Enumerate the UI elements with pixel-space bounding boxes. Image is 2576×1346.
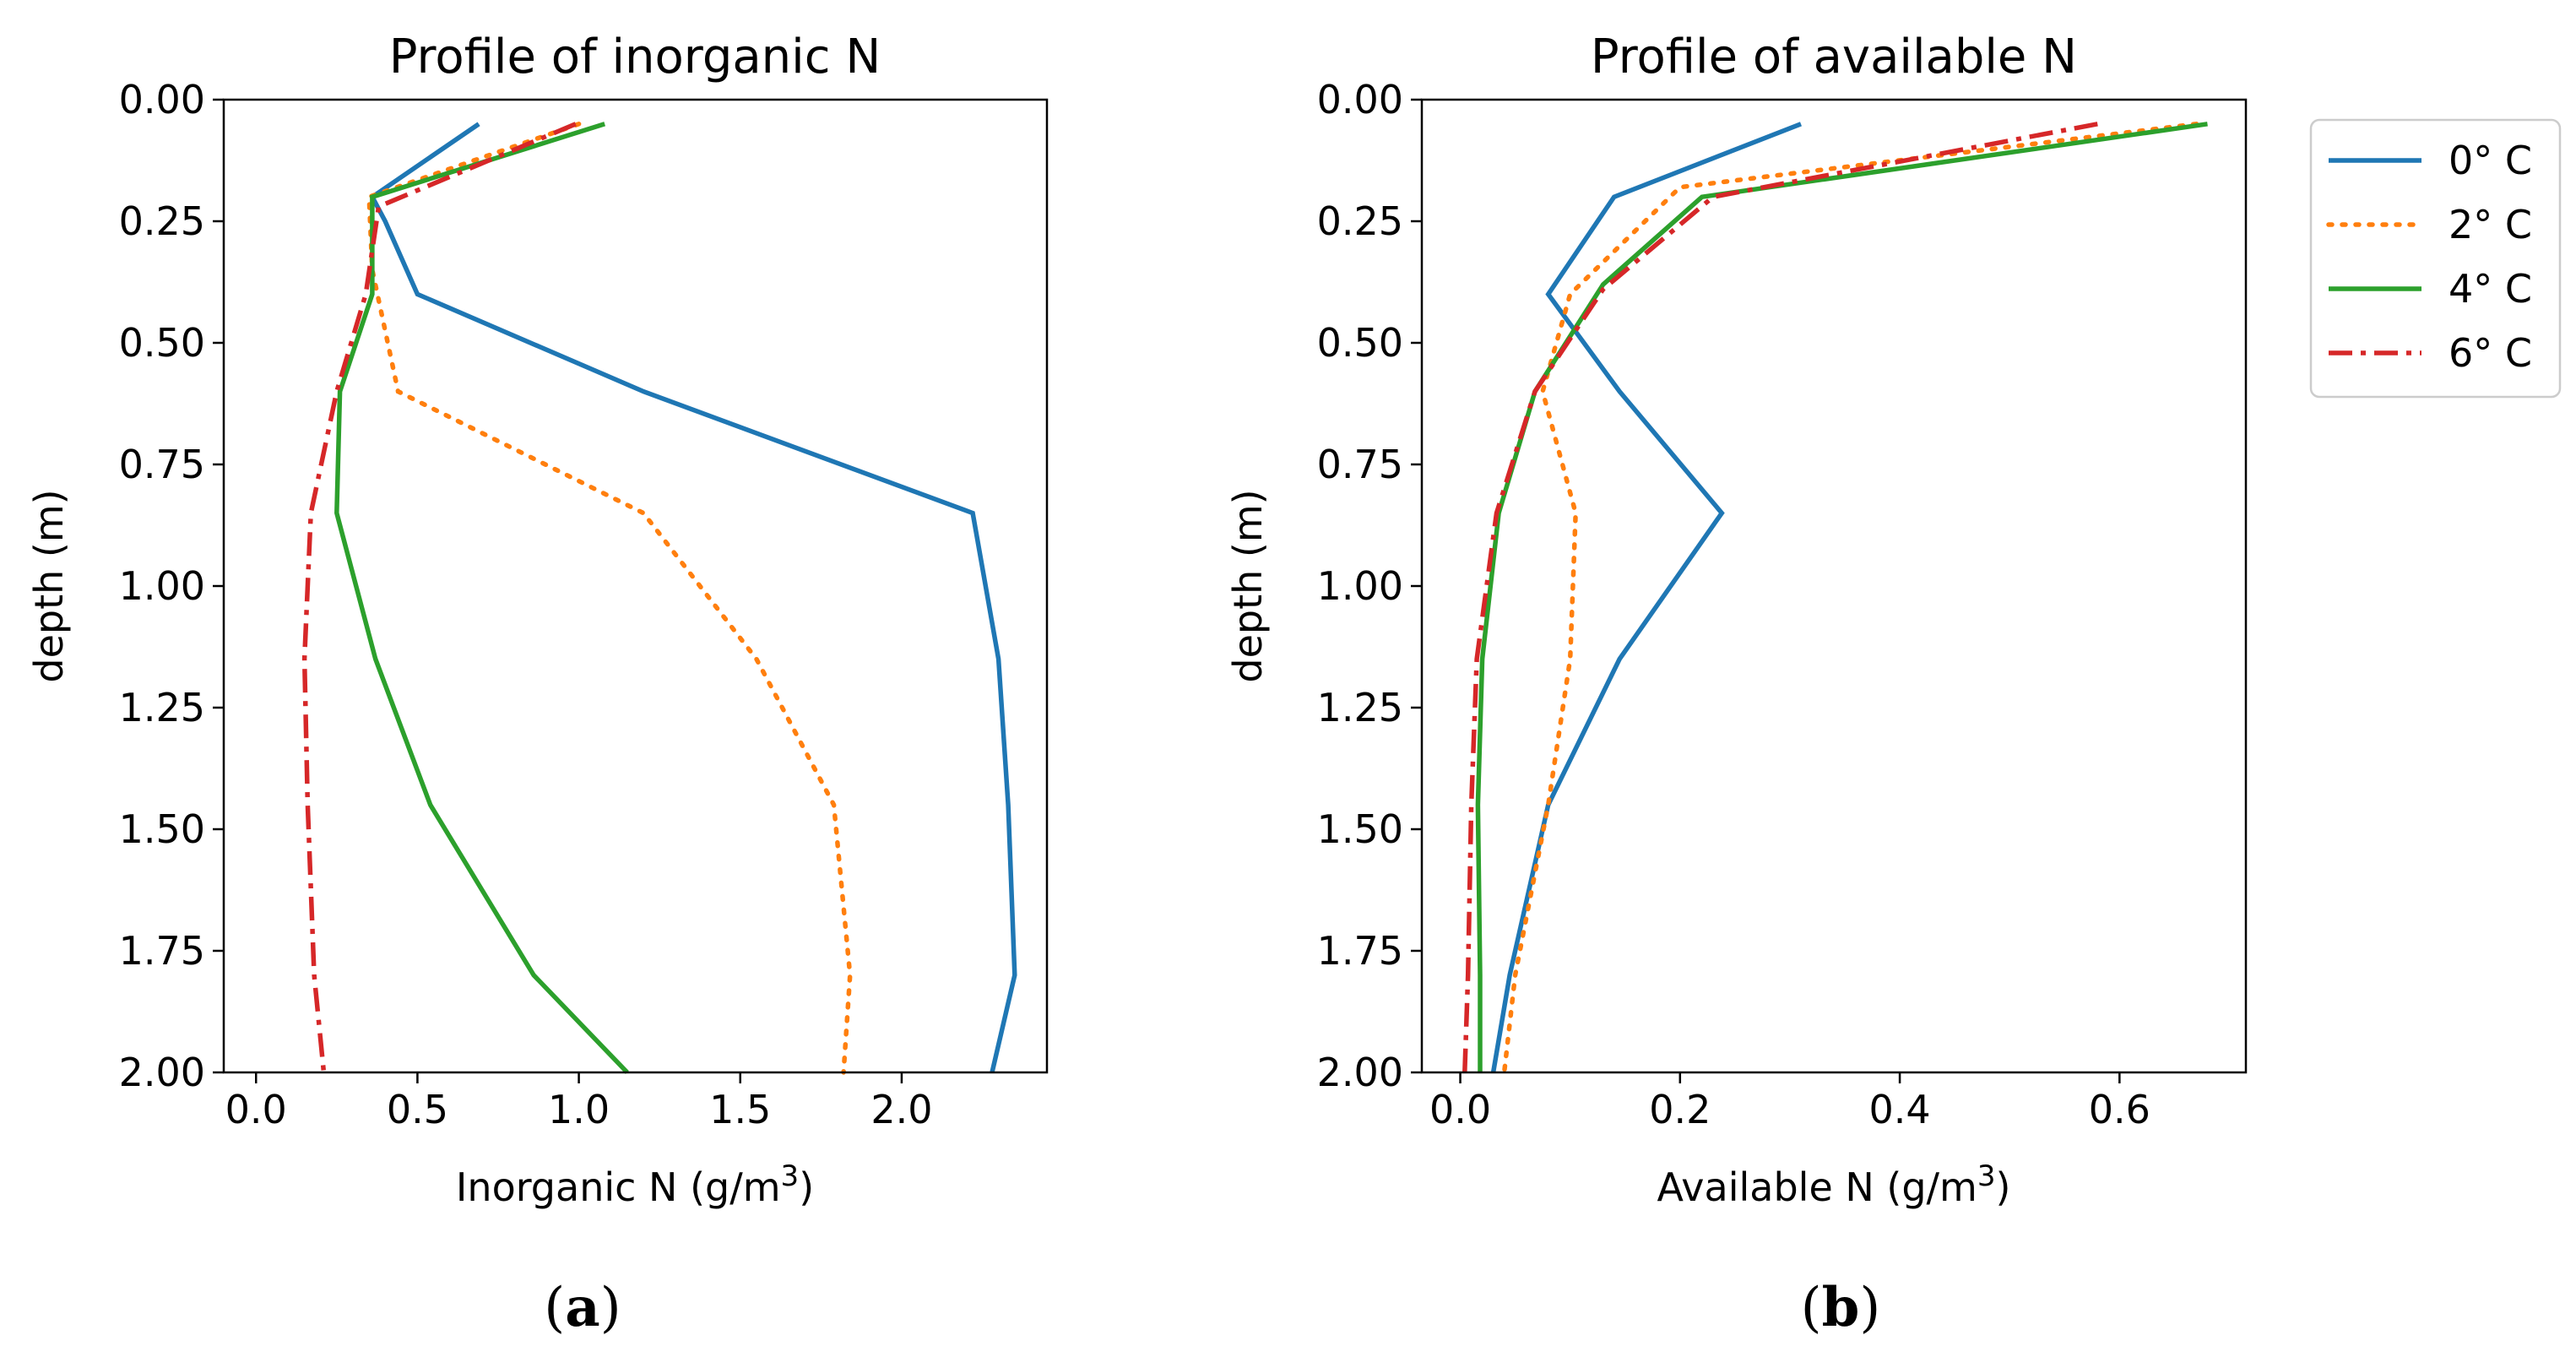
plot-lines xyxy=(301,122,1017,1075)
chart-title: Profile of available N xyxy=(1591,30,2077,84)
y-tick-label: 1.50 xyxy=(119,806,205,852)
ticks: 0.0 0.2 0.4 0.6 0.00 0.25 0.50 0.75 1.00 1.25 1.50… xyxy=(1317,77,2150,1132)
y-tick-label: 1.75 xyxy=(119,928,205,974)
x-tick-label: 0.0 xyxy=(225,1087,287,1132)
panel-inorganic-n: Profile of inorganic N 0.0 0.5 1.0 1.5 2.00.… xyxy=(26,30,1049,1339)
y-tick-label: 0.00 xyxy=(1317,77,1403,122)
y-tick-label: 2.00 xyxy=(119,1050,205,1095)
legend-items: 0° C 2° C 4° C 6° C xyxy=(2326,138,2532,376)
panel-available-n: Profile of available N 0.0 0.2 0.4 0.60.000… xyxy=(1225,30,2248,1339)
legend: 0° C 2° C 4° C 6° C xyxy=(2309,118,2562,399)
legend-label: 4° C xyxy=(2449,266,2532,312)
series-line-2c xyxy=(1501,122,2199,1075)
y-tick-label: 0.00 xyxy=(119,77,205,122)
y-tick-label: 1.50 xyxy=(1317,806,1403,852)
legend-label: 0° C xyxy=(2449,138,2532,183)
panel-caption: (a) xyxy=(544,1276,621,1339)
ticks: 0.0 0.5 1.0 1.5 2.0 0.00 0.25 0.50 0.75 1.00 1.25 1… xyxy=(119,77,933,1132)
x-tick-label: 1.0 xyxy=(548,1087,610,1132)
x-tick-label: 0.0 xyxy=(1429,1087,1491,1132)
y-tick-label: 0.75 xyxy=(119,442,205,487)
x-axis-label: Available N (g/m3) xyxy=(1657,1159,2011,1210)
x-tick-label: 0.2 xyxy=(1649,1087,1711,1132)
y-tick-label: 2.00 xyxy=(1317,1050,1403,1095)
y-axis-label: depth (m) xyxy=(26,489,72,682)
y-tick-label: 1.00 xyxy=(119,563,205,609)
series-line-6c xyxy=(301,122,577,1073)
x-tick-label: 0.6 xyxy=(2089,1087,2150,1132)
legend-label: 2° C xyxy=(2449,202,2532,247)
chart-title: Profile of inorganic N xyxy=(389,30,881,84)
series-line-0c xyxy=(1490,122,1803,1073)
axes-frame xyxy=(222,98,1049,1074)
legend-frame xyxy=(2309,118,2562,399)
x-tick-label: 0.4 xyxy=(1869,1087,1931,1132)
y-tick-label: 1.25 xyxy=(1317,685,1403,730)
y-tick-label: 1.75 xyxy=(1317,928,1403,974)
y-tick-label: 0.50 xyxy=(1317,320,1403,366)
y-axis-label: depth (m) xyxy=(1225,489,1271,682)
x-tick-label: 1.5 xyxy=(709,1087,771,1132)
y-tick-label: 0.25 xyxy=(119,198,205,244)
y-tick-label: 1.00 xyxy=(1317,563,1403,609)
y-tick-label: 0.50 xyxy=(119,320,205,366)
y-tick-label: 0.25 xyxy=(1317,198,1403,244)
x-tick-label: 0.5 xyxy=(387,1087,448,1132)
x-tick-label: 2.0 xyxy=(870,1087,932,1132)
series-line-4c xyxy=(334,122,629,1074)
plot-lines xyxy=(1462,122,2208,1075)
legend-label: 6° C xyxy=(2449,330,2532,376)
y-tick-label: 0.75 xyxy=(1317,442,1403,487)
series-line-6c xyxy=(1462,122,2098,1073)
axes-frame xyxy=(1420,98,2248,1074)
y-tick-label: 1.25 xyxy=(119,685,205,730)
x-axis-label: Inorganic N (g/m3) xyxy=(456,1159,814,1210)
panel-caption: (b) xyxy=(1801,1276,1881,1339)
